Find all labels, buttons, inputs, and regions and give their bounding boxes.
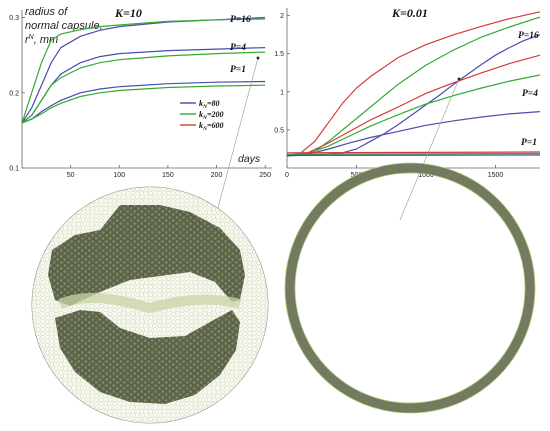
annotation-left-p16: P=16 — [230, 15, 251, 25]
ylabel-r-superscript: N — [29, 34, 35, 41]
right-series-line-4 — [286, 54, 541, 157]
left-series — [21, 16, 266, 124]
left-chart-title: K=10 — [114, 6, 142, 20]
left-series-line-6 — [21, 84, 266, 124]
left-xtick-label: 100 — [113, 172, 125, 179]
left-xtick-label: 200 — [211, 172, 223, 179]
right-capsule-inner-edge — [294, 172, 526, 404]
annotation-left-p4: P=4 — [230, 43, 246, 53]
left-leader-marker — [256, 56, 260, 60]
left-xtick-label: 50 — [67, 172, 75, 179]
right-y-ticks: 0.5 1 1.5 2 — [274, 13, 290, 134]
annotation-right-p1: P=1 — [521, 138, 537, 148]
right-leader-line — [399, 78, 460, 221]
left-y-ticks: 0.1 0.2 0.3 — [9, 15, 25, 173]
left-capsule-upper-mass — [48, 205, 245, 306]
legend-entry-base: k — [199, 110, 203, 119]
legend-entry: kN=600 — [199, 121, 224, 132]
ylabel-line-3: rN, mm — [25, 34, 58, 46]
right-series-line-7 — [286, 151, 541, 154]
legend-entry-base: k — [199, 99, 203, 108]
right-capsule-outer-edge — [284, 162, 536, 414]
ylabel-r: r — [25, 34, 30, 46]
legend-entry-subscript: N — [202, 126, 208, 132]
left-series-line-2 — [21, 18, 266, 124]
right-leader-marker — [457, 77, 461, 81]
right-ytick-label: 0.5 — [274, 127, 284, 134]
left-series-line-4 — [21, 51, 266, 124]
right-series-line-3 — [286, 34, 541, 157]
right-series — [286, 11, 541, 157]
legend-entry-base: k — [199, 121, 203, 130]
legend-entry-text: =600 — [207, 121, 224, 130]
right-chart-title: K=0.01 — [391, 6, 428, 20]
left-ytick-label: 0.2 — [9, 90, 19, 97]
ylabel-line-1: radius of — [25, 6, 68, 18]
left-xtick-label: 250 — [259, 172, 271, 179]
right-xtick-label: 1500 — [488, 172, 504, 179]
legend-entry-text: =200 — [207, 110, 224, 119]
left-series-line-5 — [21, 80, 266, 124]
left-ytick-label: 0.3 — [9, 15, 19, 22]
left-series-line-1 — [21, 16, 266, 124]
annotation-right-p4: P=4 — [522, 89, 538, 99]
right-xtick-label: 0 — [285, 172, 289, 179]
left-xtick-label: 150 — [162, 172, 174, 179]
legend-entry-text: =80 — [207, 99, 220, 108]
left-chart: K=10 radius of normal capsule, rN, mm 0.… — [9, 6, 272, 179]
right-xtick-label: 1000 — [418, 172, 434, 179]
right-series-line-5 — [286, 74, 541, 157]
right-ytick-label: 1 — [280, 89, 284, 96]
legend-entry-subscript: N — [202, 115, 208, 121]
left-capsule-lower-mass — [55, 310, 240, 404]
left-leader-line — [211, 57, 259, 231]
annotation-right-p16: P=16 — [518, 31, 539, 41]
right-ytick-label: 2 — [280, 13, 284, 20]
left-capsule-illustration — [31, 186, 269, 424]
right-series-line-8 — [286, 152, 541, 155]
right-capsule-ring — [285, 163, 535, 413]
left-ytick-label: 0.1 — [9, 166, 19, 173]
right-ytick-label: 1.5 — [274, 51, 284, 58]
right-series-line-2 — [286, 16, 541, 157]
ylabel-line-2: normal capsule, — [25, 20, 103, 32]
right-series-line-1 — [286, 11, 541, 157]
right-chart: K=0.01 0.511.52 0 500 1000 1500 P=16 P=4 P=… — [274, 6, 541, 179]
left-x-ticks: 50 100 150 200 250 — [67, 165, 271, 179]
left-capsule-fold — [58, 292, 242, 314]
legend-entry: kN=200 — [199, 110, 224, 121]
legend-entry: kN=80 — [199, 99, 220, 110]
legend-entry-subscript: N — [202, 104, 208, 110]
annotation-left-p1: P=1 — [230, 65, 246, 75]
right-series-line-6 — [286, 111, 541, 157]
ylabel-unit: , mm — [34, 34, 58, 46]
right-capsule-illustration — [284, 162, 536, 414]
x-axis-label: days — [238, 153, 261, 165]
